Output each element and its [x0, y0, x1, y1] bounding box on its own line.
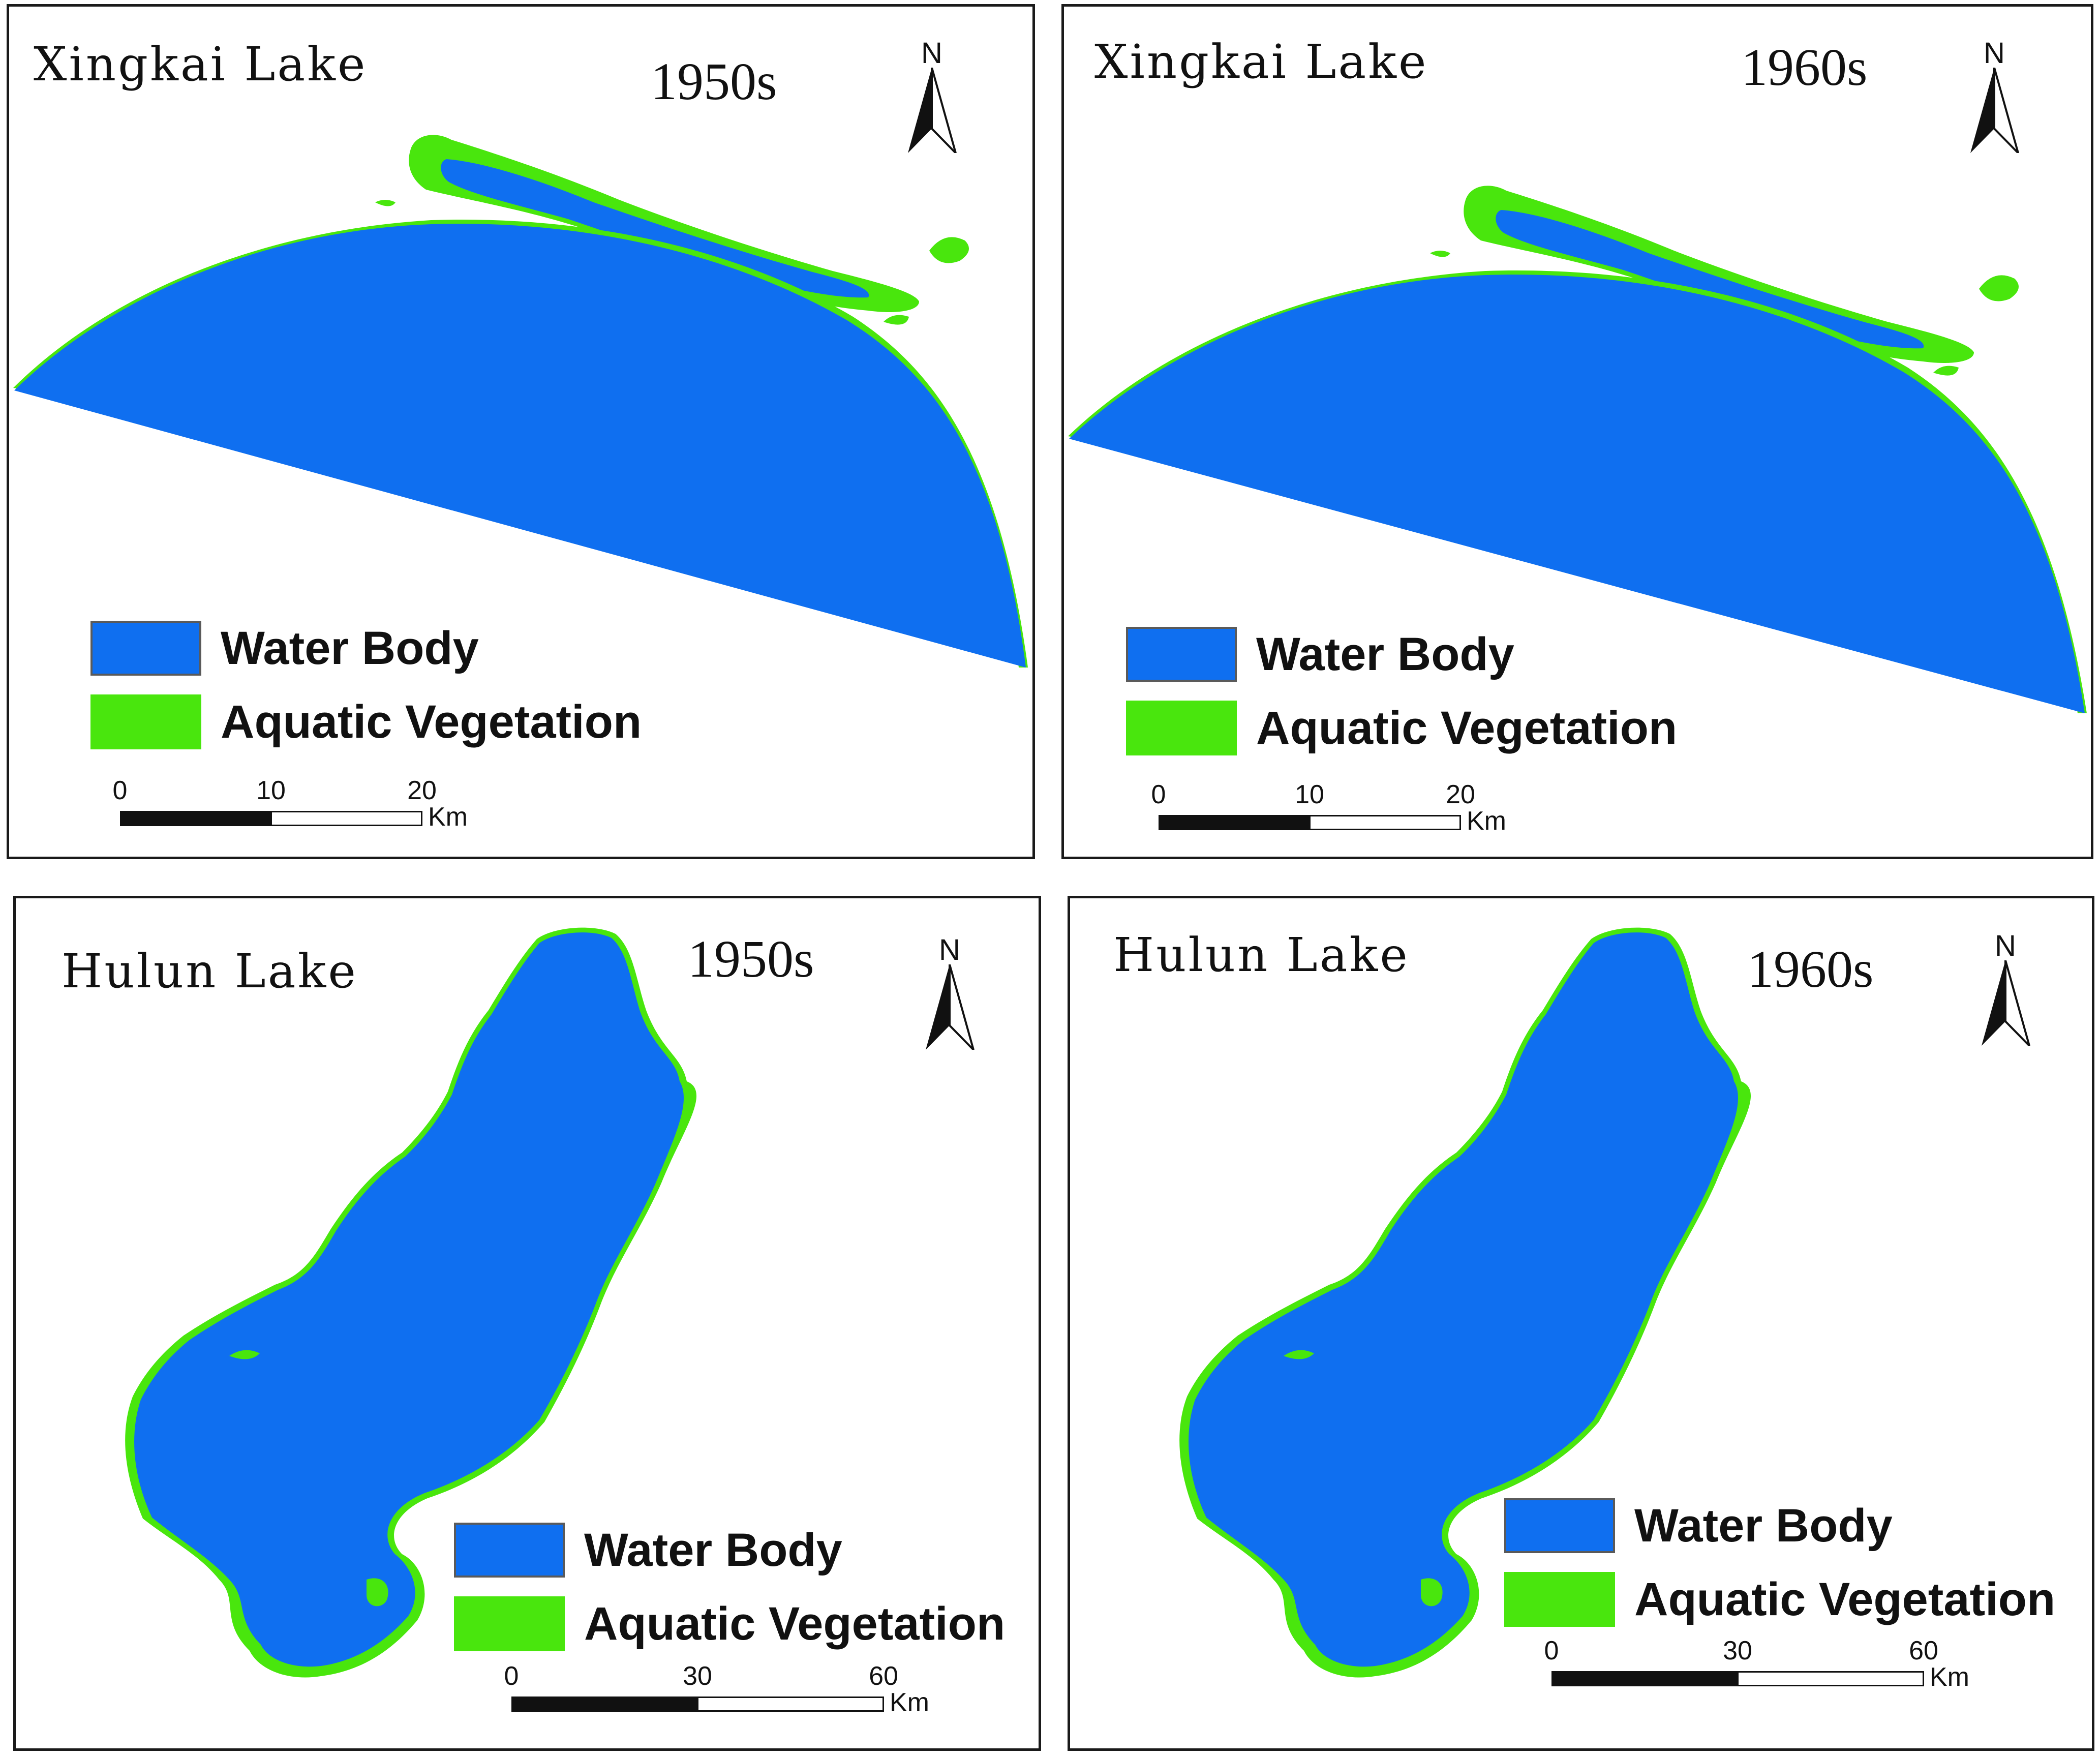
scale-tick: 30	[683, 1661, 712, 1691]
legend-label-vegetation: Aquatic Vegetation	[1634, 1573, 2056, 1625]
scale-segment-black	[511, 1697, 698, 1712]
vegetation-swatch	[1504, 1572, 1615, 1627]
scale-bar: 0 10 20 Km	[110, 775, 468, 832]
scale-bar: 0 10 20 Km	[1148, 779, 1506, 836]
hulun-lake-water	[1189, 932, 1739, 1667]
scale-unit: Km	[1930, 1662, 1969, 1692]
lake-title: Hulun Lake	[1113, 928, 1410, 982]
legend-label-vegetation: Aquatic Vegetation	[584, 1598, 1006, 1650]
lake-title: Hulun Lake	[62, 944, 358, 998]
vegetation-swatch	[90, 694, 201, 749]
north-arrow-icon: N	[922, 933, 978, 1050]
hulun-lake-map	[125, 927, 697, 1678]
scale-tick: 20	[1446, 780, 1475, 809]
decade-label: 1950s	[688, 930, 814, 988]
large-lake-water	[1069, 275, 2085, 713]
scale-bar: 0 30 60 Km	[501, 1661, 959, 1717]
vegetation-swatch	[454, 1596, 565, 1651]
hulun-west-spit	[1284, 1350, 1314, 1359]
small-lake-water	[1496, 210, 1924, 349]
scale-segment-black	[120, 811, 272, 826]
legend-label-vegetation: Aquatic Vegetation	[221, 696, 642, 748]
legend: Water Body Aquatic Vegetation	[1126, 627, 1736, 759]
scale-segment-white	[1737, 1671, 1924, 1686]
lake-title: Xingkai Lake	[34, 37, 368, 92]
scale-segment-black	[1551, 1671, 1739, 1686]
scale-unit: Km	[890, 1688, 929, 1717]
scale-tick: 30	[1723, 1636, 1752, 1665]
islet-1	[375, 200, 395, 206]
large-lake-water	[14, 224, 1026, 668]
north-arrow-icon: N	[1977, 929, 2033, 1046]
scale-segment-white	[697, 1697, 884, 1712]
scale-tick: 10	[256, 776, 286, 805]
north-arrow-icon: N	[1966, 36, 2022, 153]
hulun-lake-map	[1179, 927, 1751, 1678]
scale-tick: 10	[1295, 780, 1324, 809]
water-swatch	[1504, 1498, 1615, 1553]
legend-label-water: Water Body	[221, 622, 479, 674]
scale-tick: 0	[1544, 1636, 1559, 1665]
scale-unit: Km	[1467, 806, 1506, 836]
legend: Water Body Aquatic Vegetation	[454, 1523, 1039, 1655]
legend-label-vegetation: Aquatic Vegetation	[1256, 702, 1678, 754]
scale-segment-white	[270, 811, 422, 826]
scale-bar: 0 30 60 Km	[1541, 1635, 1999, 1692]
lake-title: Xingkai Lake	[1094, 35, 1428, 89]
legend-label-water: Water Body	[1634, 1500, 1893, 1552]
scale-tick: 60	[869, 1661, 898, 1691]
scale-segment-black	[1159, 815, 1311, 830]
legend: Water Body Aquatic Vegetation	[90, 621, 701, 753]
scale-tick: 0	[1151, 780, 1166, 809]
north-letter: N	[1984, 37, 2005, 70]
islet-3	[1933, 366, 1959, 376]
water-swatch	[90, 621, 201, 676]
map-panel-hulun-1960s: Hulun Lake 1960s N Water Body Aquatic Ve…	[1068, 896, 2094, 1751]
islet-3	[884, 315, 909, 325]
hulun-south-inlet	[367, 1578, 388, 1607]
decade-label: 1960s	[1747, 940, 1874, 998]
hulun-lake-water	[134, 932, 684, 1667]
hulun-south-inlet	[1421, 1578, 1443, 1607]
small-lake-water	[441, 159, 869, 298]
north-letter: N	[921, 37, 942, 70]
map-panel-hulun-1950s: Hulun Lake 1950s N Water Body Aquatic Ve…	[13, 896, 1041, 1751]
hulun-west-spit	[229, 1350, 260, 1359]
xingkai-lake-map	[1068, 186, 2087, 713]
scale-tick: 20	[407, 776, 437, 805]
xingkai-lake-map	[13, 135, 1028, 668]
map-panel-xingkai-1950s: Xingkai Lake 1950s N Water Body Aquatic …	[7, 4, 1035, 859]
north-letter: N	[1995, 929, 2016, 962]
decade-label: 1960s	[1741, 38, 1868, 97]
islet-2	[929, 237, 969, 263]
islet-1	[1430, 251, 1450, 257]
legend-label-water: Water Body	[584, 1524, 842, 1576]
legend: Water Body Aquatic Vegetation	[1504, 1498, 2092, 1630]
scale-tick: 0	[112, 776, 128, 805]
map-panel-xingkai-1960s: Xingkai Lake 1960s N Water Body Aquatic …	[1061, 4, 2093, 859]
water-swatch	[1126, 627, 1237, 682]
north-arrow-icon: N	[904, 36, 960, 153]
vegetation-swatch	[1126, 701, 1237, 755]
scale-segment-white	[1309, 815, 1461, 830]
decade-label: 1950s	[651, 52, 777, 111]
scale-unit: Km	[428, 802, 468, 832]
scale-tick: 0	[504, 1661, 519, 1691]
islet-2	[1979, 275, 2019, 301]
water-swatch	[454, 1523, 565, 1578]
north-letter: N	[939, 933, 960, 966]
scale-tick: 60	[1909, 1636, 1938, 1665]
legend-label-water: Water Body	[1256, 628, 1514, 680]
